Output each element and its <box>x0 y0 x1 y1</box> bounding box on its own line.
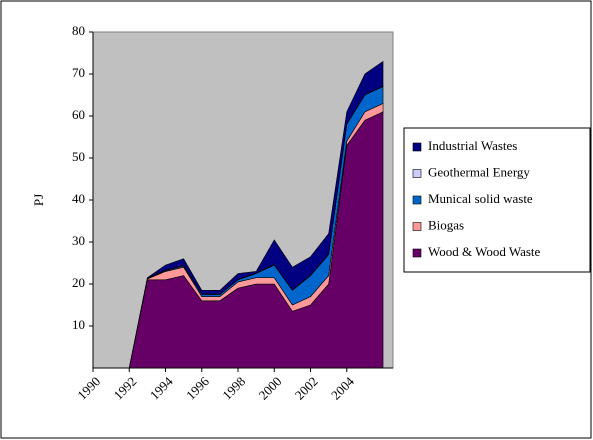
legend-label: Geothermal Energy <box>428 164 530 179</box>
legend-swatch <box>412 248 422 258</box>
legend-label: Biogas <box>428 217 464 232</box>
legend <box>403 127 591 273</box>
y-tick-label: 30 <box>72 233 85 248</box>
y-tick-label: 10 <box>72 317 85 332</box>
y-tick-label: 60 <box>72 107 85 122</box>
legend-swatch <box>412 169 422 178</box>
y-axis-label: PJ <box>31 194 46 206</box>
y-tick-label: 40 <box>72 191 85 206</box>
legend-swatch <box>412 142 422 152</box>
legend-label: Industrial Wastes <box>428 138 517 153</box>
area <box>93 60 384 369</box>
legend-swatch <box>412 222 422 231</box>
legend-label: Wood & Wood Waste <box>428 244 541 259</box>
y-tick-label: 70 <box>72 65 85 80</box>
y-tick-label: 50 <box>72 149 85 164</box>
y-tick-label: 80 <box>72 23 85 38</box>
legend-label: Munical solid waste <box>428 191 533 206</box>
y-tick-label: 20 <box>72 275 85 290</box>
legend-swatch <box>412 195 422 205</box>
